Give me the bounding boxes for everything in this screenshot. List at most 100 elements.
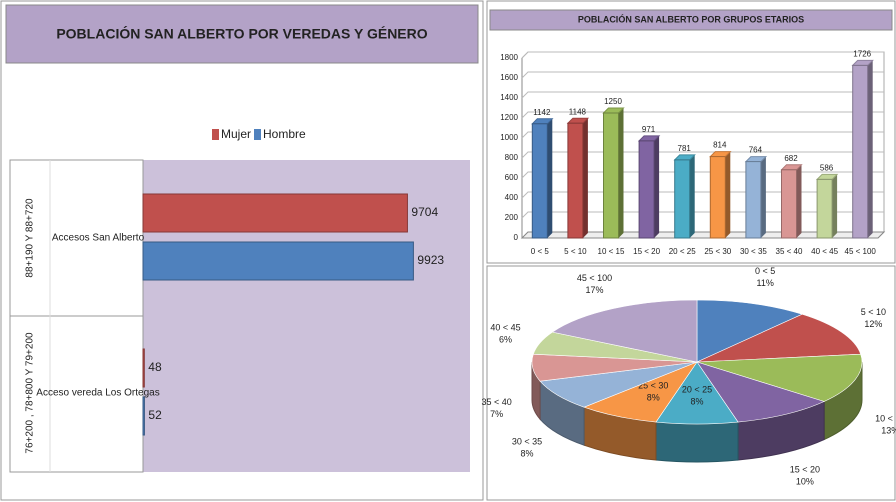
slice — [696, 361, 825, 423]
slice — [551, 299, 698, 363]
slice-label: 0 < 5 — [755, 266, 775, 276]
bar-side — [618, 108, 624, 238]
bar — [567, 122, 584, 239]
bar — [816, 178, 833, 239]
y-tick-label: 400 — [505, 193, 519, 202]
slice-value: 8% — [521, 449, 534, 459]
legend-label: Mujer — [221, 127, 251, 141]
grid-line — [521, 151, 884, 159]
category-label: Acceso vereda Los Ortegas — [36, 388, 159, 399]
value-label: 1148 — [569, 107, 587, 116]
bar-side — [760, 156, 766, 238]
slice-label: 20 < 25 — [682, 384, 712, 394]
legend-label: Hombre — [263, 127, 306, 141]
slice — [696, 353, 863, 402]
bar — [142, 193, 408, 233]
slice-label: 5 < 10 — [861, 307, 886, 317]
chart-title: POBLACIÓN SAN ALBERTO POR GRUPOS ETARIOS — [578, 13, 804, 24]
x-tick-label: 45 < 100 — [845, 247, 877, 256]
category-label: Accesos San Alberto — [52, 233, 145, 244]
y-tick-label: 600 — [505, 173, 519, 182]
y-tick-label: 1200 — [500, 113, 518, 122]
y-tick-label: 200 — [505, 213, 519, 222]
slice-label: 10 < 15 — [875, 413, 896, 423]
x-tick-label: 20 < 25 — [669, 247, 696, 256]
slice-value: 13% — [881, 425, 896, 435]
x-tick-label: 0 < 5 — [531, 247, 550, 256]
bar — [709, 156, 726, 239]
bar-side — [725, 151, 731, 238]
grid-line — [521, 111, 884, 119]
slice-value: 8% — [690, 396, 703, 406]
value-label: 764 — [749, 146, 763, 155]
slice-label: 40 < 45 — [490, 323, 520, 333]
slice-label: 15 < 20 — [790, 464, 820, 474]
group-label: 76+200 , 78+800 Y 79+200 — [25, 332, 36, 454]
slice-value: 12% — [864, 319, 882, 329]
legend-swatch — [254, 129, 261, 140]
bar — [745, 161, 762, 239]
bar — [142, 241, 414, 281]
bar — [852, 64, 869, 239]
value-label: 814 — [713, 141, 727, 150]
chart-title: POBLACIÓN SAN ALBERTO POR VEREDAS Y GÉNE… — [56, 25, 427, 42]
x-tick-label: 25 < 30 — [704, 247, 731, 256]
y-tick-label: 1400 — [500, 93, 518, 102]
legend-swatch — [212, 129, 219, 140]
group-label: 88+190 Y 88+720 — [25, 198, 36, 278]
value-label: 9923 — [417, 253, 444, 267]
slice — [696, 299, 804, 363]
value-label: 48 — [148, 360, 162, 374]
x-tick-label: 35 < 40 — [776, 247, 803, 256]
x-tick-label: 10 < 15 — [598, 247, 625, 256]
bar — [142, 348, 145, 388]
bar — [603, 112, 619, 239]
bar-side — [689, 154, 695, 238]
slice — [696, 313, 862, 363]
value-label: 781 — [678, 144, 692, 153]
bar — [781, 169, 797, 239]
grid-line — [521, 91, 884, 99]
value-label: 1726 — [853, 50, 871, 59]
grid-line — [521, 71, 884, 79]
bar — [142, 396, 145, 436]
bar-side — [547, 118, 553, 238]
grid-line — [521, 131, 884, 139]
bar — [674, 159, 691, 239]
bar-side — [654, 135, 660, 238]
bar-side — [796, 164, 802, 238]
y-tick-label: 1800 — [500, 53, 518, 62]
slice-label: 45 < 100 — [577, 273, 612, 283]
bar-side — [867, 60, 873, 239]
slice-value: 11% — [757, 278, 774, 288]
slice-label: 35 < 40 — [481, 397, 511, 407]
y-tick-label: 1000 — [500, 133, 518, 142]
bar — [638, 140, 655, 239]
value-label: 9704 — [411, 205, 438, 219]
slice-value: 6% — [499, 335, 512, 345]
value-label: 1142 — [533, 108, 551, 117]
x-tick-label: 5 < 10 — [564, 247, 587, 256]
x-tick-label: 30 < 35 — [740, 247, 767, 256]
title-band — [489, 9, 893, 31]
bar — [531, 123, 548, 239]
x-tick-label: 15 < 20 — [633, 247, 660, 256]
value-label: 52 — [148, 408, 162, 422]
slice-side — [655, 421, 739, 463]
value-label: 971 — [642, 125, 656, 134]
title-band — [5, 4, 479, 64]
y-tick-label: 0 — [514, 233, 519, 242]
value-label: 1250 — [604, 97, 622, 106]
bar-side — [582, 118, 588, 238]
slice-value: 17% — [586, 285, 604, 295]
x-tick-label: 40 < 45 — [811, 247, 838, 256]
value-label: 682 — [784, 154, 798, 163]
slice-label: 25 < 30 — [638, 380, 668, 390]
bar-side — [832, 174, 838, 238]
slice-value: 10% — [796, 476, 814, 486]
slice-label: 30 < 35 — [512, 437, 542, 447]
slice-value: 7% — [490, 409, 503, 419]
y-tick-label: 800 — [505, 153, 519, 162]
